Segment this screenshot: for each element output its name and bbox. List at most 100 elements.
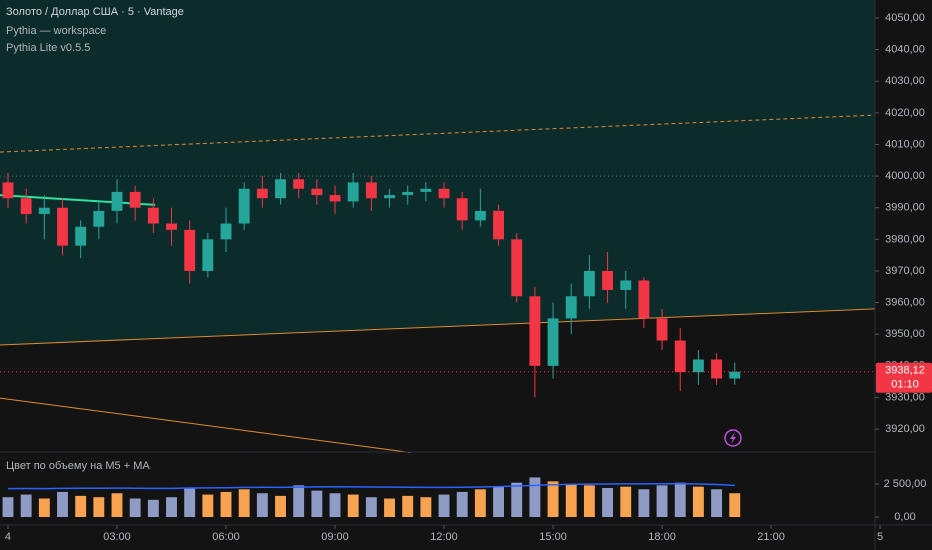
channel-fill: [0, 0, 875, 345]
volume-ma: [7, 482, 735, 490]
volume-bar: [420, 497, 432, 517]
indicator-title: Цвет по объему на M5 + MA: [6, 460, 150, 472]
volume-bar: [602, 487, 614, 517]
candle-body: [365, 182, 377, 199]
volume-bar: [75, 495, 87, 517]
volume-bar: [38, 498, 50, 517]
candle-body: [111, 191, 123, 211]
volume-bar: [311, 490, 323, 517]
y-tick-label: 4030,00: [885, 75, 925, 87]
candle-body: [75, 226, 87, 246]
y-tick-label: 3960,00: [885, 296, 925, 308]
candle-body: [511, 239, 523, 297]
x-tick-label: 15:00: [539, 531, 567, 543]
y-tick-label: 3930,00: [885, 391, 925, 403]
price-axis-bg: [875, 0, 932, 550]
volume-bar: [184, 487, 196, 517]
x-tick-label: 21:00: [757, 531, 785, 543]
volume-bar: [547, 481, 559, 517]
volume-bar: [456, 491, 468, 517]
volume-bar: [111, 493, 123, 517]
y-tick-label: 3920,00: [885, 423, 925, 435]
y-tick-label: 3950,00: [885, 328, 925, 340]
candle-body: [38, 207, 50, 215]
candle-body: [456, 198, 468, 221]
candle-body: [529, 296, 541, 366]
x-tick-label: 12:00: [430, 531, 458, 543]
volume-bar: [202, 494, 214, 517]
x-tick-label: 18:00: [648, 531, 676, 543]
x-tick-label: 5: [877, 531, 883, 543]
y-tick-label: 3990,00: [885, 202, 925, 214]
volume-bar: [238, 489, 250, 517]
countdown-label: 01:10: [891, 379, 919, 391]
y-tick-label: 4010,00: [885, 138, 925, 150]
volume-bar: [402, 495, 414, 517]
candle-body: [638, 280, 650, 319]
volume-bar: [365, 497, 377, 517]
y-tick-label: 3980,00: [885, 233, 925, 245]
trend-line: [0, 114, 876, 153]
x-tick-label: 4: [5, 531, 11, 543]
volume-bar: [166, 497, 177, 517]
volume-bar: [220, 491, 232, 517]
volume-bar: [384, 498, 395, 517]
candle-body: [275, 179, 286, 199]
volume-bar: [511, 482, 523, 517]
volume-bar: [638, 489, 650, 517]
candle-body: [474, 210, 486, 221]
volume-bar: [674, 482, 686, 517]
candle-body: [93, 210, 105, 227]
y-tick-label: 4050,00: [885, 12, 925, 24]
trend-line: [0, 308, 876, 346]
volume-bar: [293, 485, 305, 517]
candle-body: [147, 207, 159, 224]
volume-bar: [438, 494, 450, 517]
trend-line: [0, 397, 411, 453]
x-tick-label: 09:00: [321, 531, 349, 543]
chart-title: Золото / Доллар США · 5 · Vantage: [6, 6, 184, 18]
candle-body: [438, 188, 450, 199]
candle-body: [329, 195, 341, 202]
y-tick-label: 3970,00: [885, 265, 925, 277]
volume-bar: [129, 498, 141, 517]
candle-body: [583, 270, 595, 297]
candle-body: [166, 223, 177, 230]
candle-body: [547, 318, 559, 366]
candle-body: [729, 371, 741, 379]
volume-bar: [147, 499, 159, 517]
candle-body: [2, 182, 14, 199]
volume-bar: [711, 489, 723, 517]
candle-body: [384, 195, 395, 199]
volume-bar: [256, 493, 268, 517]
volume-bar: [275, 495, 286, 517]
y-tick-label: 0,00: [894, 511, 915, 523]
candle-body: [620, 280, 632, 290]
candle-body: [420, 188, 432, 192]
candle-body: [674, 340, 686, 373]
candle-body: [129, 191, 141, 208]
candle-body: [256, 188, 268, 199]
last-price-label: 3938,12: [885, 365, 925, 377]
annotation: Pythia Lite v0.5.5: [6, 42, 90, 54]
lightning-icon: [724, 429, 742, 447]
y-tick-label: 4000,00: [885, 170, 925, 182]
volume-bar: [729, 493, 741, 517]
y-tick-label: 4040,00: [885, 44, 925, 56]
candle-body: [692, 359, 704, 373]
volume-bar: [2, 497, 14, 517]
candle-body: [57, 207, 68, 246]
volume-bar: [20, 494, 32, 517]
y-tick-label: 4020,00: [885, 107, 925, 119]
volume-bar: [565, 484, 577, 517]
candle-body: [656, 318, 668, 341]
volume-bar: [529, 477, 541, 517]
volume-bar: [474, 489, 486, 517]
volume-bar: [620, 486, 632, 517]
x-tick-label: 03:00: [103, 531, 131, 543]
candle-body: [311, 188, 323, 196]
candle-body: [220, 223, 232, 240]
volume-bar: [692, 486, 704, 517]
last-price-box: [876, 362, 932, 393]
